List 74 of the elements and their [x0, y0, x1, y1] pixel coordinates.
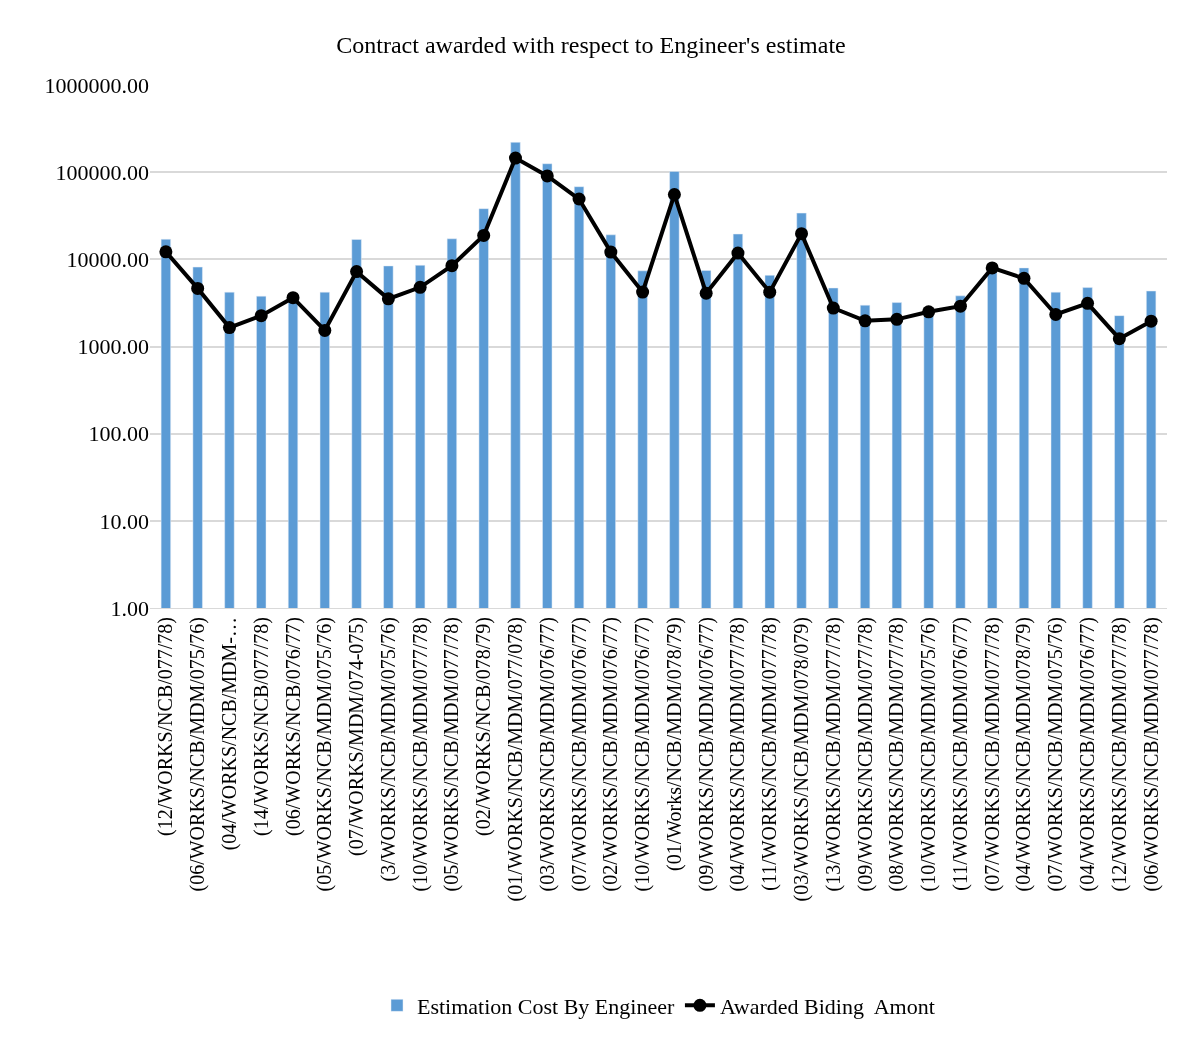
x-tick-label: (04/WORKS/NCB/MDM/077/78) [726, 617, 750, 892]
x-tick-label: (07/WORKS/NCB/MDM/076/77) [567, 617, 591, 892]
point [1017, 271, 1031, 285]
point [858, 314, 872, 328]
x-tick-label: (06/WORKS/NCB/MDM/077/78) [1139, 617, 1163, 892]
point [1144, 314, 1158, 328]
point [254, 309, 268, 323]
x-tick-label: (07/WORKS/NCB/MDM/075/76) [1044, 617, 1068, 892]
point [1112, 332, 1126, 346]
x-tick-label: (03/WORKS/NCB/MDM/076/77) [535, 617, 559, 892]
x-tick-label: (05/WORKS/NCB/MDM/075/76) [313, 617, 337, 892]
x-tick-label: (12/WORKS/NCB/MDM/077/78) [1107, 617, 1131, 892]
point [636, 285, 650, 299]
x-tick-label: (11/WORKS/NCB/MDM/076/77) [948, 617, 972, 891]
x-tick-label: (07/WORKS/NCB/MDM/077/78) [980, 617, 1004, 892]
x-tick-label: (02/WORKS/NCB/MDM/076/77) [599, 617, 623, 892]
point [445, 259, 459, 273]
legend-label: Estimation Cost By Engineer [417, 993, 675, 1019]
y-tick-label: 100000.00 [55, 159, 149, 185]
x-tick-label: (01/WORKS/NCB/MDM/077/078) [503, 617, 527, 902]
point [795, 227, 809, 241]
point [381, 292, 395, 306]
point [890, 312, 904, 326]
x-tick-label: (04/WORKS/NCB/MDM/078/79) [1012, 617, 1036, 892]
point [413, 280, 427, 294]
x-tick-label: (09/WORKS/NCB/MDM/077/78) [853, 617, 877, 892]
x-tick-label: (06/WORKS/NCB/MDM/075/76) [186, 617, 210, 892]
point [572, 192, 586, 206]
point [159, 245, 173, 259]
chart-title: Contract awarded with respect to Engineer's estimate [336, 32, 846, 59]
point [763, 285, 777, 299]
x-tick-label: (10/WORKS/NCB/MDM/075/76) [917, 617, 941, 892]
x-tick-label: (07/WORKS/MDM/074-075) [345, 617, 369, 856]
x-tick-label: (12/WORKS/NCB/077/78) [154, 617, 178, 836]
x-tick-label: (04/WORKS/NCB/MDM-… [217, 617, 241, 851]
x-tick-label: (08/WORKS/NCB/MDM/077/78) [885, 617, 909, 892]
point [540, 169, 554, 183]
y-tick-label: 10000.00 [66, 247, 149, 273]
point [222, 321, 236, 335]
x-tick-label: (13/WORKS/NCB/MDM/077/78) [821, 617, 845, 892]
x-tick-label: (11/WORKS/NCB/MDM/077/78) [758, 617, 782, 891]
x-tick-label: (06/WORKS/NCB/076/77) [281, 617, 305, 836]
y-tick-label: 10.00 [99, 508, 149, 534]
x-tick-label: (01/Works/NCB/MDM/078/79) [662, 617, 686, 871]
point [318, 323, 332, 337]
point [1081, 296, 1095, 310]
x-tick-label: (05/WORKS/NCB/MDM/077/78) [440, 617, 464, 892]
point [508, 151, 522, 165]
point [667, 188, 681, 202]
point [604, 245, 618, 259]
y-tick-label: 1000.00 [77, 334, 149, 360]
point [922, 305, 936, 319]
point [477, 228, 491, 242]
x-tick-label: (09/WORKS/NCB/MDM/076/77) [694, 617, 718, 892]
point [985, 261, 999, 275]
point [350, 265, 364, 279]
x-tick-label: (14/WORKS/NCB/077/78) [249, 617, 273, 836]
point [731, 246, 745, 260]
x-tick-label: (10/WORKS/NCB/MDM/076/77) [631, 617, 655, 892]
point [826, 301, 840, 315]
legend-label: Awarded Biding Amont [719, 993, 935, 1019]
x-tick-label: (3/WORKS/NCB/MDM/075/76) [376, 617, 400, 882]
point [699, 286, 713, 300]
point [953, 299, 967, 313]
x-tick-label: (04/WORKS/NCB/MDM/076/77) [1076, 617, 1100, 892]
y-tick-label: 100.00 [88, 421, 149, 447]
x-tick-label: (02/WORKS/NCB/078/79) [472, 617, 496, 836]
y-tick-label: 1.00 [110, 595, 149, 621]
x-tick-label: (10/WORKS/NCB/MDM/077/78) [408, 617, 432, 892]
point [286, 291, 300, 305]
point [191, 281, 205, 295]
point [1049, 307, 1063, 321]
x-tick-label: (03/WORKS/NCB/MDM/078/079) [790, 617, 814, 902]
y-tick-label: 1000000.00 [44, 72, 149, 98]
